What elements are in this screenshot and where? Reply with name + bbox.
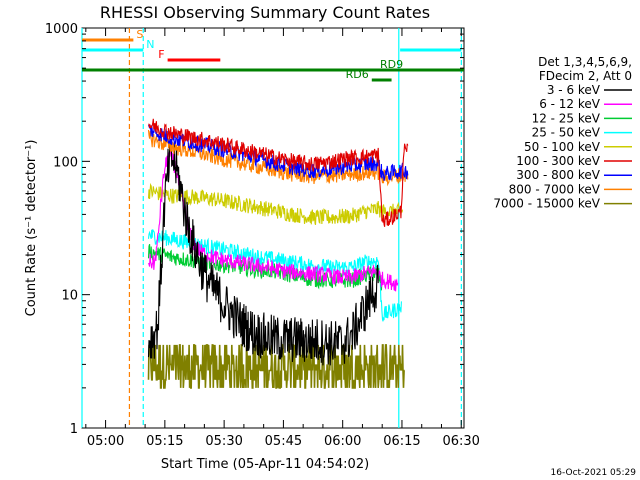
- series-line-4: [147, 182, 404, 226]
- y-tick-label: 100: [53, 155, 78, 170]
- flag-label-2: F: [158, 48, 164, 61]
- x-axis-label: Start Time (05-Apr-11 04:54:02): [161, 457, 369, 472]
- legend-header-1: FDecim 2, Att 0: [539, 69, 632, 83]
- flag-label-4: RD9: [380, 58, 403, 71]
- legend-entry-label-2: 12 - 25 keV: [532, 111, 601, 125]
- series-line-5: [148, 118, 409, 227]
- flag-label-0: S: [136, 28, 143, 41]
- y-axis-label: Count Rate (s⁻¹ detector⁻¹): [24, 140, 39, 317]
- legend-entry-label-4: 50 - 100 keV: [524, 140, 601, 154]
- legend-entry-label-7: 800 - 7000 keV: [509, 182, 601, 196]
- x-tick-label: 05:00: [87, 434, 124, 449]
- series-line-8: [147, 344, 405, 389]
- y-tick-label: 10: [61, 289, 78, 304]
- legend-entry-label-5: 100 - 300 keV: [516, 154, 600, 168]
- legend-entry-label-3: 25 - 50 keV: [532, 126, 601, 140]
- legend-entry-label-8: 7000 - 15000 keV: [493, 197, 600, 211]
- x-tick-label: 06:30: [442, 434, 479, 449]
- series-line-2: [147, 243, 383, 291]
- legend-header-0: Det 1,3,4,5,6,9,: [538, 55, 632, 69]
- plot-frame: [81, 27, 465, 429]
- x-tick-label: 05:30: [205, 434, 242, 449]
- series-line-0: [147, 138, 379, 366]
- x-tick-label: 05:15: [146, 434, 183, 449]
- x-tick-label: 05:45: [265, 434, 302, 449]
- legend-entry-label-1: 6 - 12 keV: [539, 97, 601, 111]
- series-line-7: [147, 129, 409, 187]
- x-tick-label: 06:00: [324, 434, 361, 449]
- chart-title: RHESSI Observing Summary Count Rates: [100, 3, 430, 22]
- legend-entry-label-0: 3 - 6 keV: [547, 83, 601, 97]
- footer-timestamp: 16-Oct-2021 05:29: [551, 468, 637, 478]
- legend-entry-label-6: 300 - 800 keV: [516, 168, 600, 182]
- x-tick-label: 06:15: [383, 434, 420, 449]
- y-tick-label: 1000: [45, 22, 78, 37]
- y-tick-label: 1: [70, 422, 78, 437]
- flag-label-1: N: [146, 38, 154, 51]
- legend: Det 1,3,4,5,6,9,FDecim 2, Att 03 - 6 keV…: [493, 55, 632, 211]
